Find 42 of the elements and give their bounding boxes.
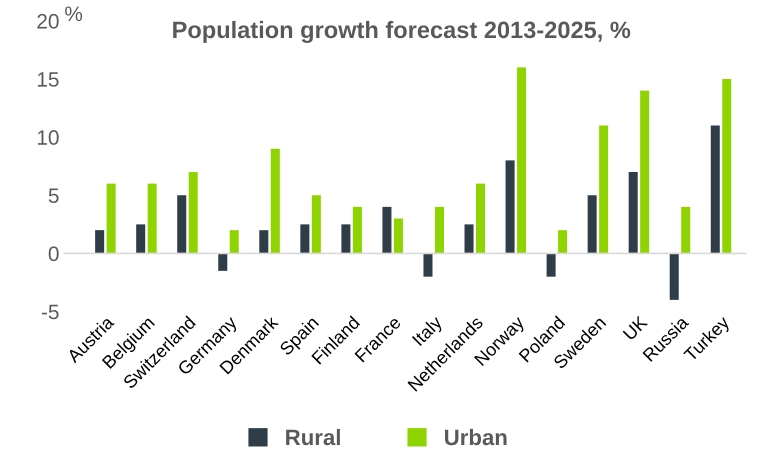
bar [148,184,157,254]
bar [506,160,515,254]
bar [599,126,608,254]
bar [259,230,268,254]
bar [640,90,650,254]
bar [312,195,321,254]
bar [106,184,116,254]
bar [188,172,198,254]
y-tick-label: 15 [38,72,59,87]
bar [341,224,350,254]
bar [722,79,732,254]
bar [423,253,432,277]
bar [476,184,486,254]
bar [352,206,362,254]
legend-label: Rural [286,428,340,446]
bar [546,253,556,277]
y-tick-label: 20 [37,14,59,29]
bar [628,172,638,254]
y-tick-label: 0 [48,246,59,262]
bar [95,230,104,254]
bar [558,230,568,254]
legend-label: Urban [445,428,507,446]
bar [177,195,186,254]
y-tick-label: -5 [42,304,59,320]
bar [136,224,146,254]
bar [230,230,239,254]
bar [464,224,474,254]
bar [382,206,392,254]
bar [588,195,597,254]
y-tick-label: 10 [38,130,59,145]
y-axis-title: % [65,6,82,22]
bar [218,253,228,271]
bar [300,224,310,254]
bar [681,206,690,254]
bar [710,126,720,254]
bar [434,206,444,254]
bar [394,218,403,254]
bar [670,253,679,300]
bar [517,67,526,254]
y-tick-label: 5 [48,188,59,204]
chart-title: Population growth forecast 2013-2025, % [173,20,630,44]
bar [270,148,280,254]
